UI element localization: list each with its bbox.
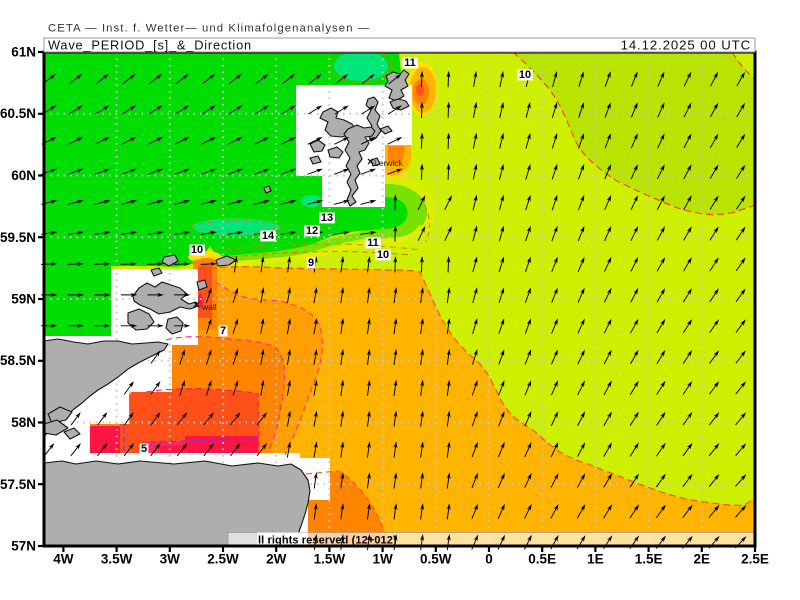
svg-text:2.5W: 2.5W (207, 552, 239, 567)
svg-text:0: 0 (485, 552, 493, 567)
svg-text:59N: 59N (11, 292, 36, 307)
svg-text:14.12.2025 00 UTC: 14.12.2025 00 UTC (621, 38, 751, 53)
svg-text:10: 10 (519, 69, 531, 81)
svg-text:2E: 2E (694, 552, 711, 567)
svg-text:57.5N: 57.5N (0, 477, 36, 492)
svg-text:1E: 1E (587, 552, 604, 567)
svg-text:57N: 57N (11, 539, 36, 554)
svg-text:9: 9 (308, 257, 314, 269)
svg-text:1W: 1W (372, 552, 393, 567)
svg-text:ll rights reserved (12+012): ll rights reserved (12+012) (258, 535, 397, 547)
svg-text:0.5E: 0.5E (528, 552, 556, 567)
svg-text:60N: 60N (11, 168, 36, 183)
svg-text:12: 12 (306, 225, 318, 237)
svg-text:2.5E: 2.5E (741, 552, 769, 567)
svg-text:7: 7 (220, 325, 226, 337)
svg-text:11: 11 (367, 237, 379, 249)
svg-text:Wave_PERIOD_[s]_&_Direction: Wave_PERIOD_[s]_&_Direction (48, 38, 252, 53)
svg-text:61N: 61N (11, 45, 36, 60)
svg-text:4W: 4W (53, 552, 74, 567)
svg-text:1.5W: 1.5W (314, 552, 346, 567)
svg-text:Lerwick: Lerwick (374, 158, 404, 168)
svg-text:3W: 3W (160, 552, 181, 567)
svg-text:CETA — Inst. f. Wetter— u: CETA — Inst. f. Wetter— und Klimafolgena… (48, 23, 370, 35)
svg-text:10: 10 (377, 249, 389, 261)
svg-text:59.5N: 59.5N (0, 230, 36, 245)
svg-text:0.5W: 0.5W (420, 552, 452, 567)
svg-text:wall: wall (201, 302, 217, 312)
svg-text:60.5N: 60.5N (0, 106, 36, 121)
svg-text:13: 13 (321, 212, 333, 224)
svg-text:2W: 2W (266, 552, 287, 567)
svg-text:5: 5 (141, 443, 147, 455)
svg-text:58.5N: 58.5N (0, 353, 36, 368)
svg-text:3.5W: 3.5W (101, 552, 133, 567)
svg-text:10: 10 (191, 244, 203, 256)
svg-text:14: 14 (262, 230, 275, 242)
svg-text:58N: 58N (11, 415, 36, 430)
svg-text:11: 11 (404, 57, 416, 69)
svg-text:1.5E: 1.5E (635, 552, 663, 567)
